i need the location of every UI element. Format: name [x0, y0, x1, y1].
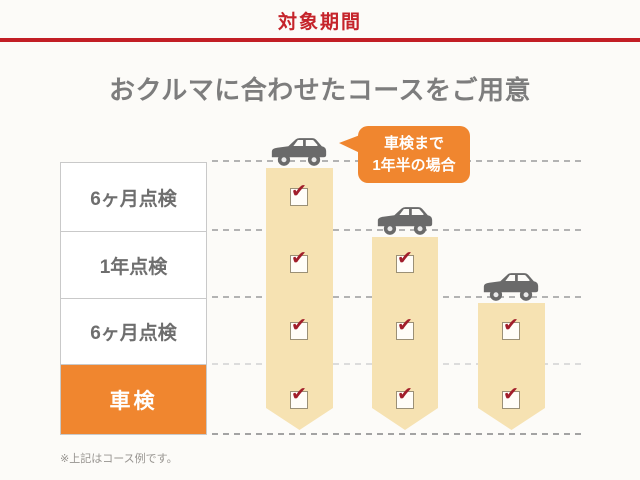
checkbox-course1-row4: ✔	[290, 385, 308, 409]
callout-line1: 車検まで	[383, 134, 444, 152]
checkbox-course3-row4: ✔	[502, 385, 520, 409]
page-title: おクルマに合わせたコースをご用意	[109, 75, 531, 105]
table-row-shaken: 車検	[61, 364, 206, 434]
checkmark-icon: ✔	[291, 181, 307, 202]
checkmark-icon: ✔	[291, 315, 307, 336]
course-bar-1	[266, 168, 333, 430]
checkbox-course1-row3: ✔	[290, 316, 308, 340]
checkbox-course1-row1: ✔	[290, 182, 308, 206]
gridline-row2	[212, 229, 584, 231]
checkbox-course2-row4: ✔	[396, 385, 414, 409]
footnote: ※上記はコース例です。	[60, 453, 178, 465]
car-icon	[377, 207, 433, 235]
gridline-bottom	[212, 433, 584, 435]
checkmark-icon: ✔	[397, 315, 413, 336]
checkmark-icon: ✔	[397, 384, 413, 405]
car-icon	[271, 138, 327, 166]
checkbox-course3-row3: ✔	[502, 316, 520, 340]
checkbox-course2-row3: ✔	[396, 316, 414, 340]
callout-tail	[339, 135, 360, 153]
checkmark-icon: ✔	[503, 315, 519, 336]
checkmark-icon: ✔	[291, 384, 307, 405]
page-header-label: 対象期間	[277, 12, 362, 33]
car-icon	[483, 273, 539, 301]
checkbox-course2-row2: ✔	[396, 249, 414, 273]
header-divider-rule	[0, 38, 640, 42]
checkmark-icon: ✔	[503, 384, 519, 405]
checkmark-icon: ✔	[397, 248, 413, 269]
checkmark-icon: ✔	[291, 248, 307, 269]
table-row-6month-1: 6ヶ月点検	[90, 188, 177, 210]
checkbox-course1-row2: ✔	[290, 249, 308, 273]
callout-line2: 1年半の場合	[372, 156, 456, 174]
table-row-1year: 1年点検	[61, 231, 206, 298]
table-row-6month-2: 6ヶ月点検	[61, 298, 206, 364]
callout-bubble: 車検まで 1年半の場合	[339, 126, 470, 183]
inspection-period-table: 6ヶ月点検 1年点検 6ヶ月点検 車検	[60, 162, 207, 435]
